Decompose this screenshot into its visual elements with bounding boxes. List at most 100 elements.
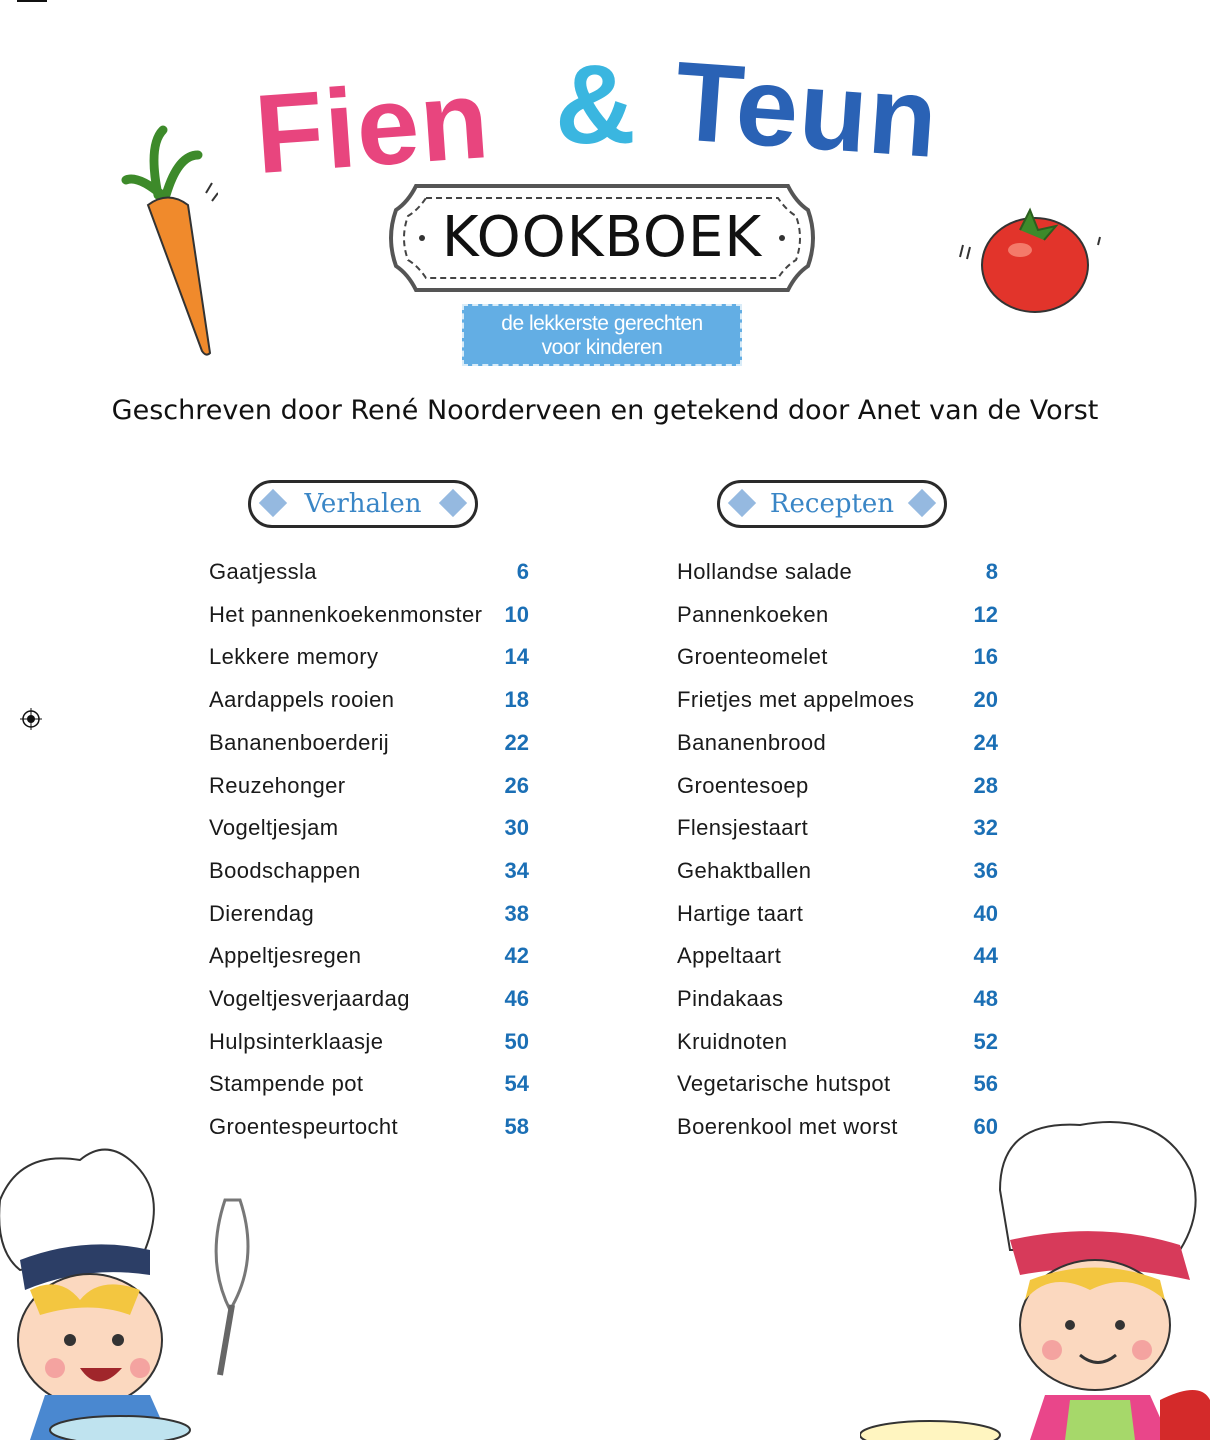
toc-entry: Appeltjesregen 42 (209, 936, 529, 976)
byline: Geschreven door René Noorderveen en gete… (111, 395, 1099, 426)
toc-entry-page: 22 (504, 729, 529, 755)
tagline-line2: voor kinderen (541, 336, 663, 359)
tagline-line1: de lekkerste gerechten (501, 312, 703, 335)
verhalen-heading-label: Verhalen (304, 489, 422, 519)
toc-entry: Appeltaart 44 (677, 936, 998, 976)
toc-entry-title: Groentespeurtocht (209, 1114, 399, 1140)
carrot-icon (121, 125, 218, 356)
recepten-heading: Recepten (717, 480, 947, 528)
toc-entry-page: 10 (504, 601, 529, 627)
ornament-icon (258, 488, 288, 518)
toc-entry: Gaatjessla 6 (209, 552, 529, 592)
toc-entry-page: 30 (504, 815, 529, 841)
toc-entry-page: 56 (973, 1071, 998, 1097)
toc-entry-title: Hulpsinterklaasje (209, 1028, 384, 1054)
toc-entry: Hulpsinterklaasje 50 (209, 1022, 529, 1062)
toc-entry-page: 6 (516, 559, 529, 584)
toc-entry-page: 12 (973, 601, 998, 627)
toc-entry-page: 60 (973, 1114, 998, 1140)
toc-entry-title: Hollandse salade (677, 559, 853, 584)
toc-entry-title: Het pannenkoekenmonster (209, 601, 483, 627)
toc-entry-title: Lekkere memory (209, 644, 379, 670)
toc-entry-page: 28 (973, 772, 998, 798)
toc-entry-title: Gaatjessla (209, 559, 317, 584)
sign-frame (389, 184, 815, 292)
toc-entry-title: Pannenkoeken (677, 601, 829, 627)
toc-entry-title: Reuzehonger (209, 772, 346, 798)
toc-entry: Het pannenkoekenmonster 10 (209, 595, 529, 635)
toc-entry-title: Bananenboerderij (209, 729, 390, 755)
toc-entry-title: Groenteomelet (677, 644, 828, 670)
toc-entry-title: Stampende pot (209, 1071, 364, 1097)
toc-entry-title: Frietjes met appelmoes (677, 687, 915, 713)
toc-entry-page: 44 (973, 943, 998, 969)
registration-mark-icon (20, 708, 42, 730)
toc-entry-page: 36 (973, 857, 998, 883)
toc-entry: Vogeltjesverjaardag 46 (209, 979, 529, 1019)
toc-entry-title: Kruidnoten (677, 1028, 788, 1054)
toc-entry: Gehaktballen 36 (677, 851, 998, 891)
toc-entry-page: 18 (504, 687, 529, 713)
toc-entry: Boodschappen 34 (209, 851, 529, 891)
title-fien: Fien (250, 55, 494, 198)
toc-entry: Hartige taart 40 (677, 894, 998, 934)
tomato-icon (959, 207, 1101, 313)
toc-entry: Bananenbrood 24 (677, 723, 998, 763)
toc-entry: Stampende pot 54 (209, 1064, 529, 1104)
toc-entry-page: 50 (504, 1028, 529, 1054)
title-ampersand: & (555, 42, 637, 167)
toc-entry-page: 48 (973, 986, 998, 1011)
toc-entry-page: 20 (973, 687, 998, 713)
toc-entry-page: 40 (973, 900, 998, 926)
toc-entry: Kruidnoten 52 (677, 1022, 998, 1062)
toc-entry: Hollandse salade 8 (677, 552, 998, 592)
toc-entry: Pannenkoeken 12 (677, 595, 998, 635)
toc-entry: Reuzehonger 26 (209, 766, 529, 806)
toc-entry: Groentespeurtocht 58 (209, 1107, 529, 1147)
toc-entry: Vegetarische hutspot 56 (677, 1064, 998, 1104)
ornament-icon (907, 488, 937, 518)
recepten-heading-label: Recepten (769, 489, 895, 519)
book-title: Fien & Teun (251, 38, 975, 197)
toc-entry: Aardappels rooien 18 (209, 680, 529, 720)
toc-entry-title: Appeltaart (677, 943, 782, 969)
toc-entry-title: Vogeltjesverjaardag (209, 986, 410, 1011)
toc-entry-title: Boerenkool met worst (677, 1114, 898, 1140)
girl-chef-illustration (860, 1121, 1210, 1440)
toc-entry: Bananenboerderij 22 (209, 723, 529, 763)
toc-entry-page: 38 (504, 900, 529, 926)
ornament-icon (727, 488, 757, 518)
toc-entry-page: 52 (973, 1028, 998, 1054)
toc-entry-title: Boodschappen (209, 857, 361, 883)
crop-mark (17, 0, 47, 2)
toc-entry-page: 32 (973, 815, 998, 841)
toc-entry-title: Gehaktballen (677, 857, 812, 883)
toc-entry: Frietjes met appelmoes 20 (677, 680, 998, 720)
toc-entry: Flensjestaart 32 (677, 808, 998, 848)
toc-entry-page: 8 (985, 559, 998, 584)
toc-entry: Dierendag 38 (209, 894, 529, 934)
toc-entry-page: 26 (504, 772, 529, 798)
toc-entry-page: 34 (504, 857, 529, 883)
toc-entry: Vogeltjesjam 30 (209, 808, 529, 848)
toc-entry-title: Pindakaas (677, 986, 784, 1011)
toc-entry: Boerenkool met worst 60 (677, 1107, 998, 1147)
toc-entry-page: 16 (973, 644, 998, 670)
toc-entry-title: Dierendag (209, 900, 315, 926)
toc-entry: Groenteomelet 16 (677, 637, 998, 677)
toc-entry-page: 58 (504, 1114, 529, 1140)
toc-entry: Lekkere memory 14 (209, 637, 529, 677)
sign-label: KOOKBOEK (441, 205, 763, 270)
toc-entry-title: Appeltjesregen (209, 943, 362, 969)
toc-entry-title: Flensjestaart (677, 815, 809, 841)
boy-chef-illustration (0, 1148, 250, 1440)
toc-entry-title: Hartige taart (677, 900, 804, 926)
toc-entry-page: 42 (504, 943, 529, 969)
toc-entry-title: Vegetarische hutspot (677, 1071, 891, 1097)
toc-entry-page: 14 (504, 644, 529, 670)
toc-entry: Pindakaas 48 (677, 979, 998, 1019)
toc-entry: Groentesoep 28 (677, 766, 998, 806)
toc-entry-title: Bananenbrood (677, 729, 827, 755)
toc-entry-title: Groentesoep (677, 772, 809, 798)
title-teun: Teun (670, 37, 943, 182)
